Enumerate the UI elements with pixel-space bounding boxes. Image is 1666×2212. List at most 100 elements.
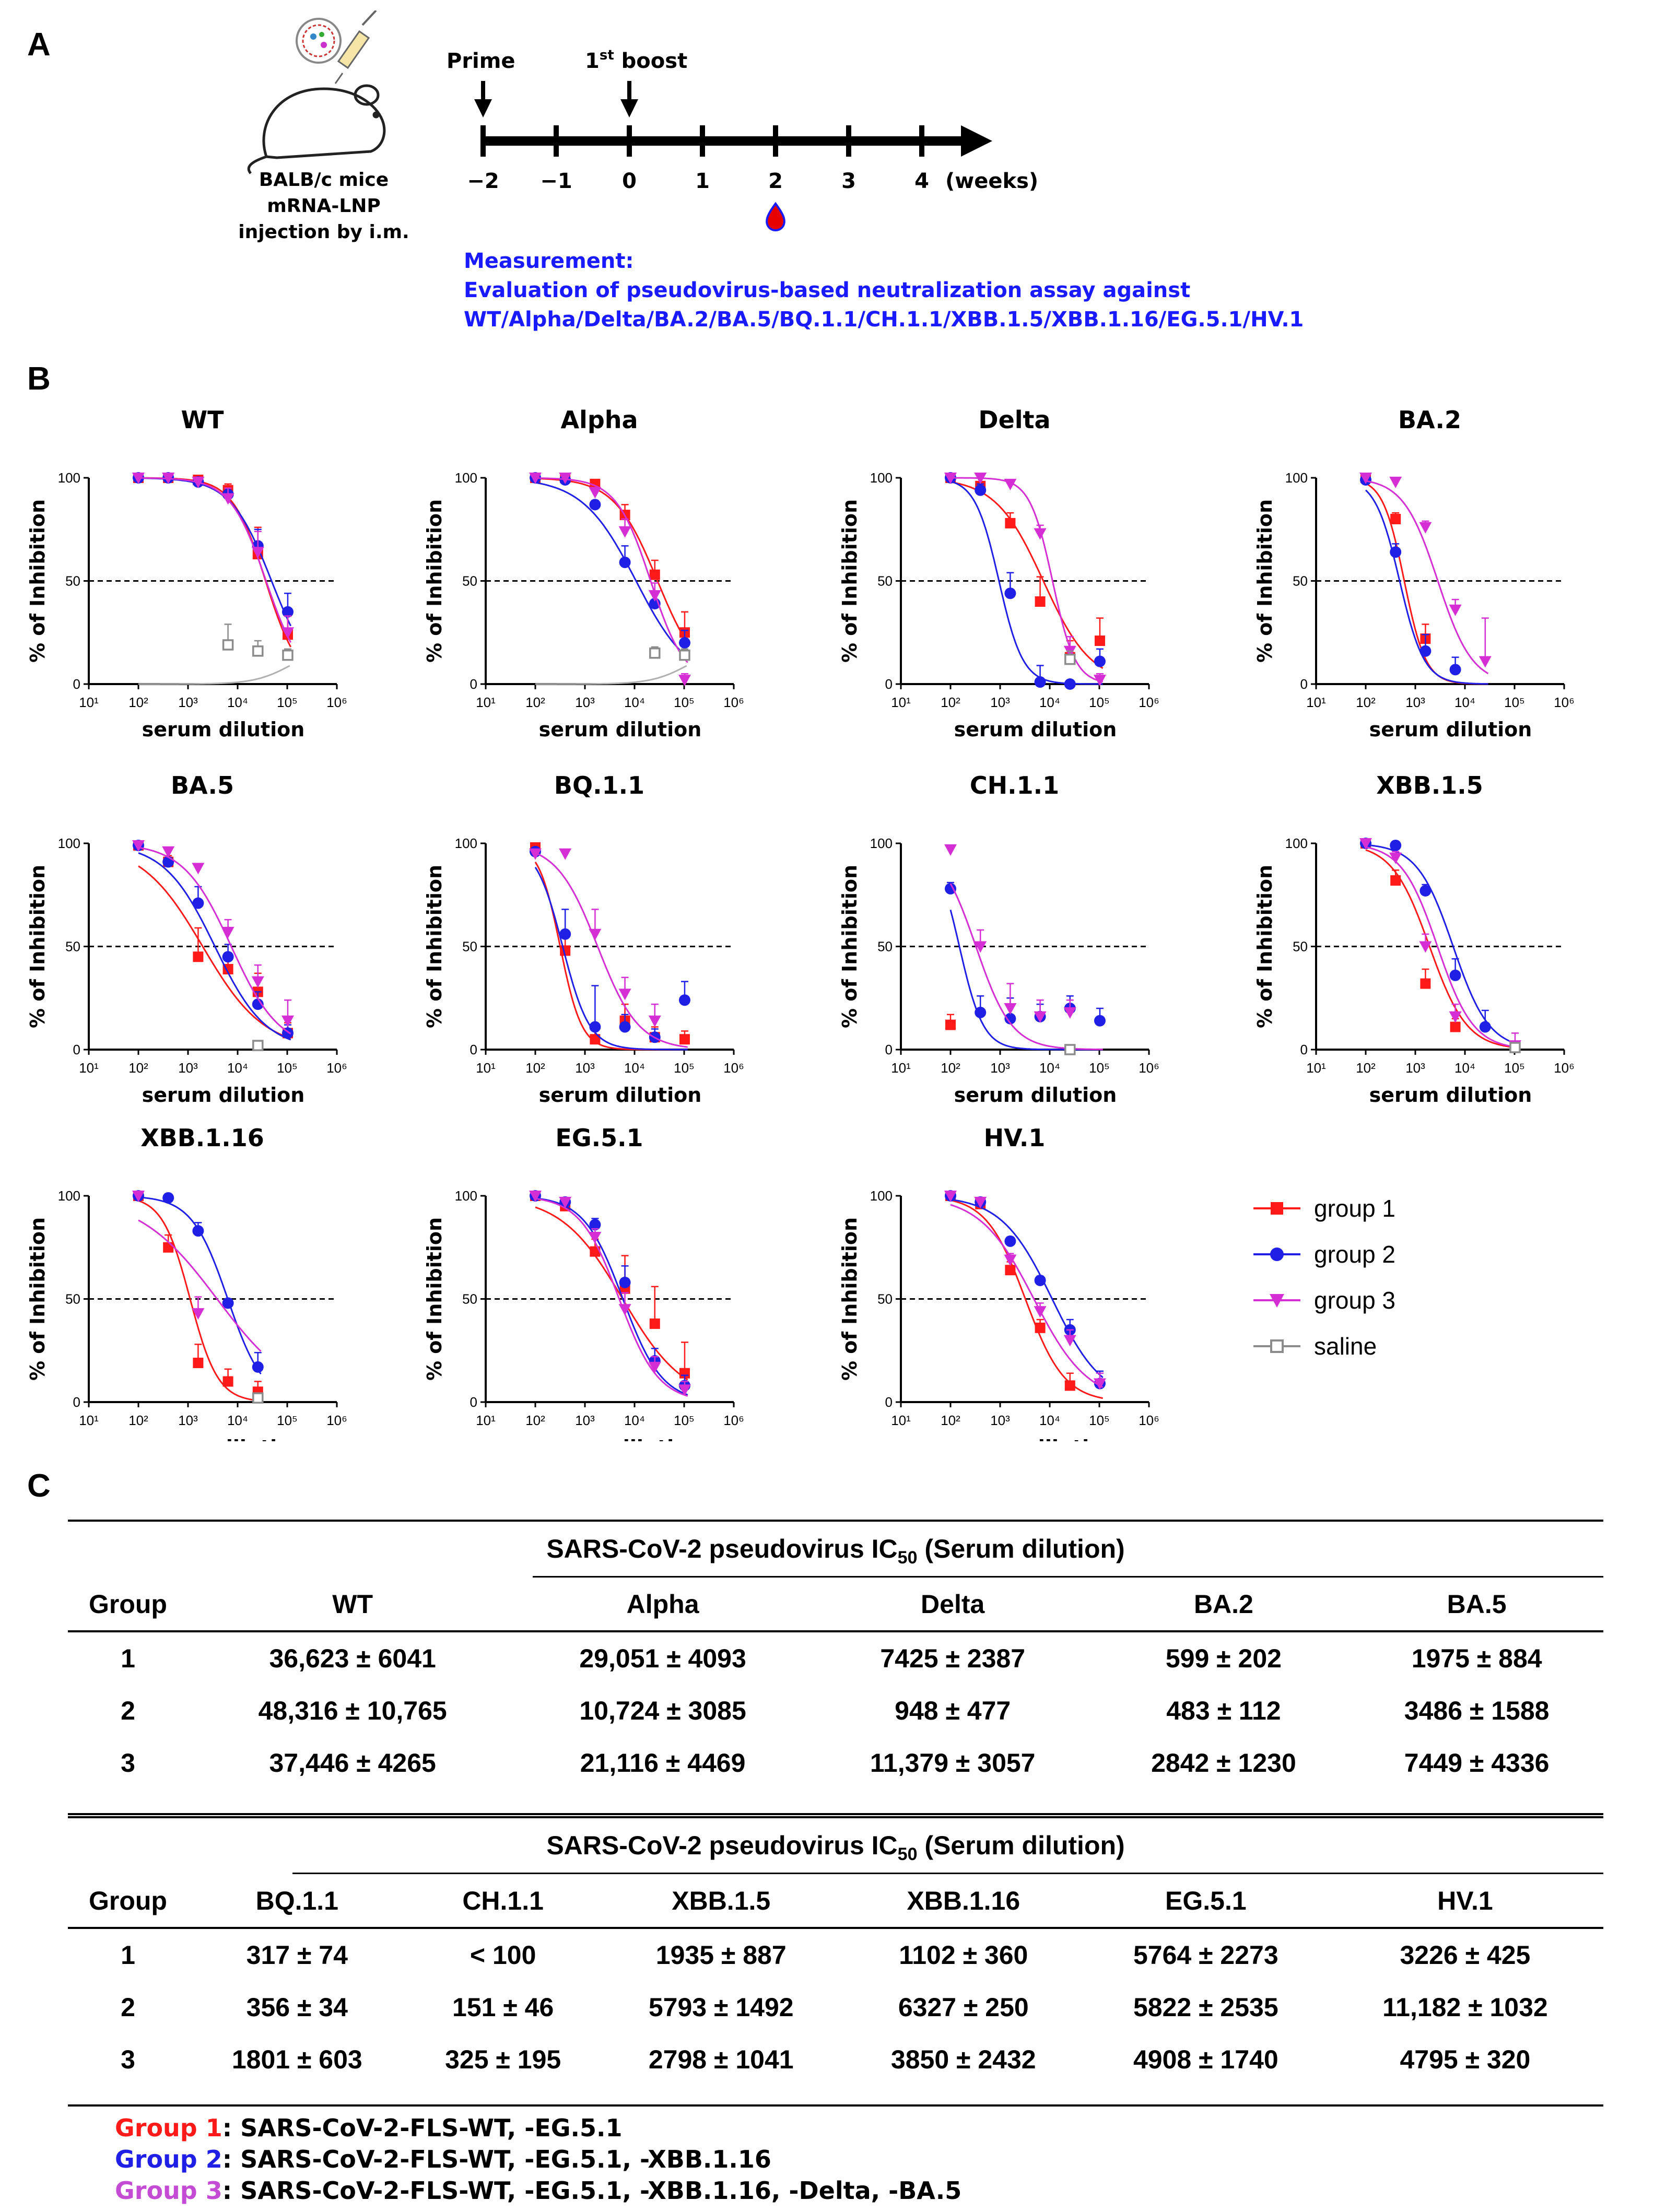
data-point — [281, 627, 294, 639]
x-tick-label: 10² — [941, 695, 960, 710]
x-tick-label: 10¹ — [79, 1060, 99, 1076]
series-group-1 — [1360, 838, 1518, 1049]
column-header: XBB.1.16 — [907, 1886, 1020, 1915]
x-tick-label: 10⁴ — [624, 1060, 645, 1076]
data-point — [1419, 885, 1432, 897]
data-point — [282, 649, 294, 661]
x-tick-label: 10⁶ — [326, 1060, 347, 1076]
table-cell: 3 — [121, 2045, 135, 2074]
y-tick-label: 100 — [58, 470, 80, 486]
fit-curve — [950, 1204, 1104, 1389]
series-group-3 — [529, 473, 691, 687]
data-point — [192, 897, 204, 909]
chart-xbb-1-5: XBB.1.5 0 50 100 10¹ 10² 10³ 10⁴ 10⁵ 10⁶ serum dil… — [1253, 771, 1575, 1107]
data-point — [1005, 1265, 1016, 1276]
table-cell: 483 ± 112 — [1166, 1696, 1281, 1725]
y-axis-label: % of Inhibition — [1253, 499, 1276, 663]
x-tick-label: 10⁴ — [227, 1413, 248, 1428]
y-tick-label: 0 — [885, 1394, 893, 1410]
series-group-1 — [133, 840, 293, 1040]
data-point — [1449, 1011, 1462, 1023]
data-point — [162, 473, 175, 484]
y-tick-label: 0 — [1300, 676, 1308, 692]
data-point — [1004, 1003, 1017, 1015]
chart-bq-1-1: BQ.1.1 0 50 100 10¹ 10² 10³ 10⁴ 10⁵ 10⁶ serum dilu… — [423, 771, 744, 1107]
x-tick-label: 10⁶ — [1554, 695, 1575, 710]
chart-title: BQ.1.1 — [554, 771, 644, 799]
table-cell: 1975 ± 884 — [1411, 1644, 1542, 1673]
data-point — [975, 484, 987, 496]
neutralization-charts: WT 0 50 100 10¹ 10² 10³ 10⁴ 10⁵ 10⁶ serum dilution… — [26, 406, 1575, 1441]
fit-curve — [1365, 846, 1518, 1049]
fit-curve — [535, 477, 688, 663]
table-cell: 3226 ± 425 — [1400, 1940, 1531, 1970]
table-cell: 4795 ± 320 — [1400, 2045, 1531, 2074]
data-point — [132, 473, 145, 484]
y-axis-label: % of Inhibition — [838, 499, 861, 663]
data-point — [1390, 839, 1402, 851]
y-tick-label: 0 — [73, 676, 80, 692]
series-group-3 — [132, 473, 294, 643]
y-tick-label: 100 — [58, 836, 80, 851]
table-cell: 948 ± 477 — [895, 1696, 1011, 1725]
data-point — [1094, 655, 1106, 667]
table-row: 3 37,446 ± 4265 21,116 ± 4469 11,379 ± 3057… — [68, 1737, 1603, 1789]
x-tick-label: 10¹ — [79, 695, 99, 710]
legend-marker-open-square-icon — [1253, 1339, 1300, 1353]
data-point — [222, 1297, 234, 1309]
fit-curve — [949, 910, 1103, 1051]
y-tick-label: 50 — [1293, 573, 1308, 589]
x-axis-label: serum dilution — [539, 1084, 702, 1107]
data-point — [1063, 1335, 1076, 1347]
timeline-arrowhead — [961, 125, 992, 157]
y-tick-label: 50 — [462, 573, 477, 589]
x-tick-label: 10⁵ — [1089, 695, 1110, 710]
y-tick-label: 0 — [885, 1042, 893, 1057]
table-cell: 1 — [121, 1940, 135, 1970]
x-tick-label: 10³ — [1405, 1060, 1425, 1076]
y-axis-label: % of Inhibition — [423, 499, 446, 663]
x-axis-label: serum dilution — [1369, 718, 1532, 741]
fit-curve — [950, 480, 1103, 685]
x-tick-label: 10² — [525, 695, 545, 710]
data-point — [1419, 941, 1432, 953]
timeline-tick-label: 1 — [695, 169, 710, 193]
series-group-2 — [1360, 474, 1488, 685]
chart-xbb-1-16: XBB.1.16 0 50 100 10¹ 10² 10³ 10⁴ 10⁵ 10⁶ serum di… — [26, 1124, 347, 1441]
legend-marker-triangle-icon — [1253, 1294, 1300, 1308]
data-point — [529, 473, 542, 484]
x-tick-label: 10⁵ — [1089, 1060, 1110, 1076]
column-header: WT — [332, 1590, 373, 1619]
data-point — [1359, 473, 1372, 484]
y-axis-label: % of Inhibition — [423, 865, 446, 1028]
y-axis-label: % of Inhibition — [26, 499, 49, 663]
fit-curve — [138, 477, 292, 627]
data-point — [1004, 478, 1017, 490]
y-tick-label: 50 — [877, 939, 893, 955]
series-saline — [138, 623, 294, 685]
data-point — [1449, 664, 1461, 676]
series-group-3 — [944, 473, 1106, 687]
boost-arrow — [620, 81, 638, 117]
table-cell: 36,623 ± 6041 — [269, 1644, 436, 1673]
y-tick-label: 100 — [1285, 470, 1308, 486]
data-point — [649, 569, 660, 580]
data-point — [132, 840, 145, 852]
x-tick-label: 10⁶ — [1139, 1060, 1159, 1076]
data-point — [1449, 969, 1461, 981]
timeline-tick-label: 3 — [841, 169, 856, 193]
table-cell: 1102 ± 360 — [899, 1940, 1028, 1970]
table-cell: 48,316 ± 10,765 — [258, 1696, 447, 1725]
x-tick-label: 10⁶ — [1139, 1413, 1159, 1428]
data-point — [1390, 875, 1401, 886]
x-tick-label: 10⁴ — [1039, 1413, 1060, 1428]
timeline-ticks: −2 −1 0 1 2 3 4 — [467, 125, 929, 193]
legend-item-group-1: group 1 — [1253, 1185, 1395, 1231]
x-tick-label: 10⁵ — [674, 695, 695, 710]
table-row: 1 36,623 ± 6041 29,051 ± 4093 7425 ± 2387 59… — [68, 1632, 1603, 1685]
data-point — [281, 606, 294, 618]
x-tick-label: 10² — [525, 1060, 545, 1076]
series-group-2 — [133, 839, 294, 1041]
data-point — [1093, 675, 1106, 687]
data-point — [1004, 1013, 1016, 1025]
